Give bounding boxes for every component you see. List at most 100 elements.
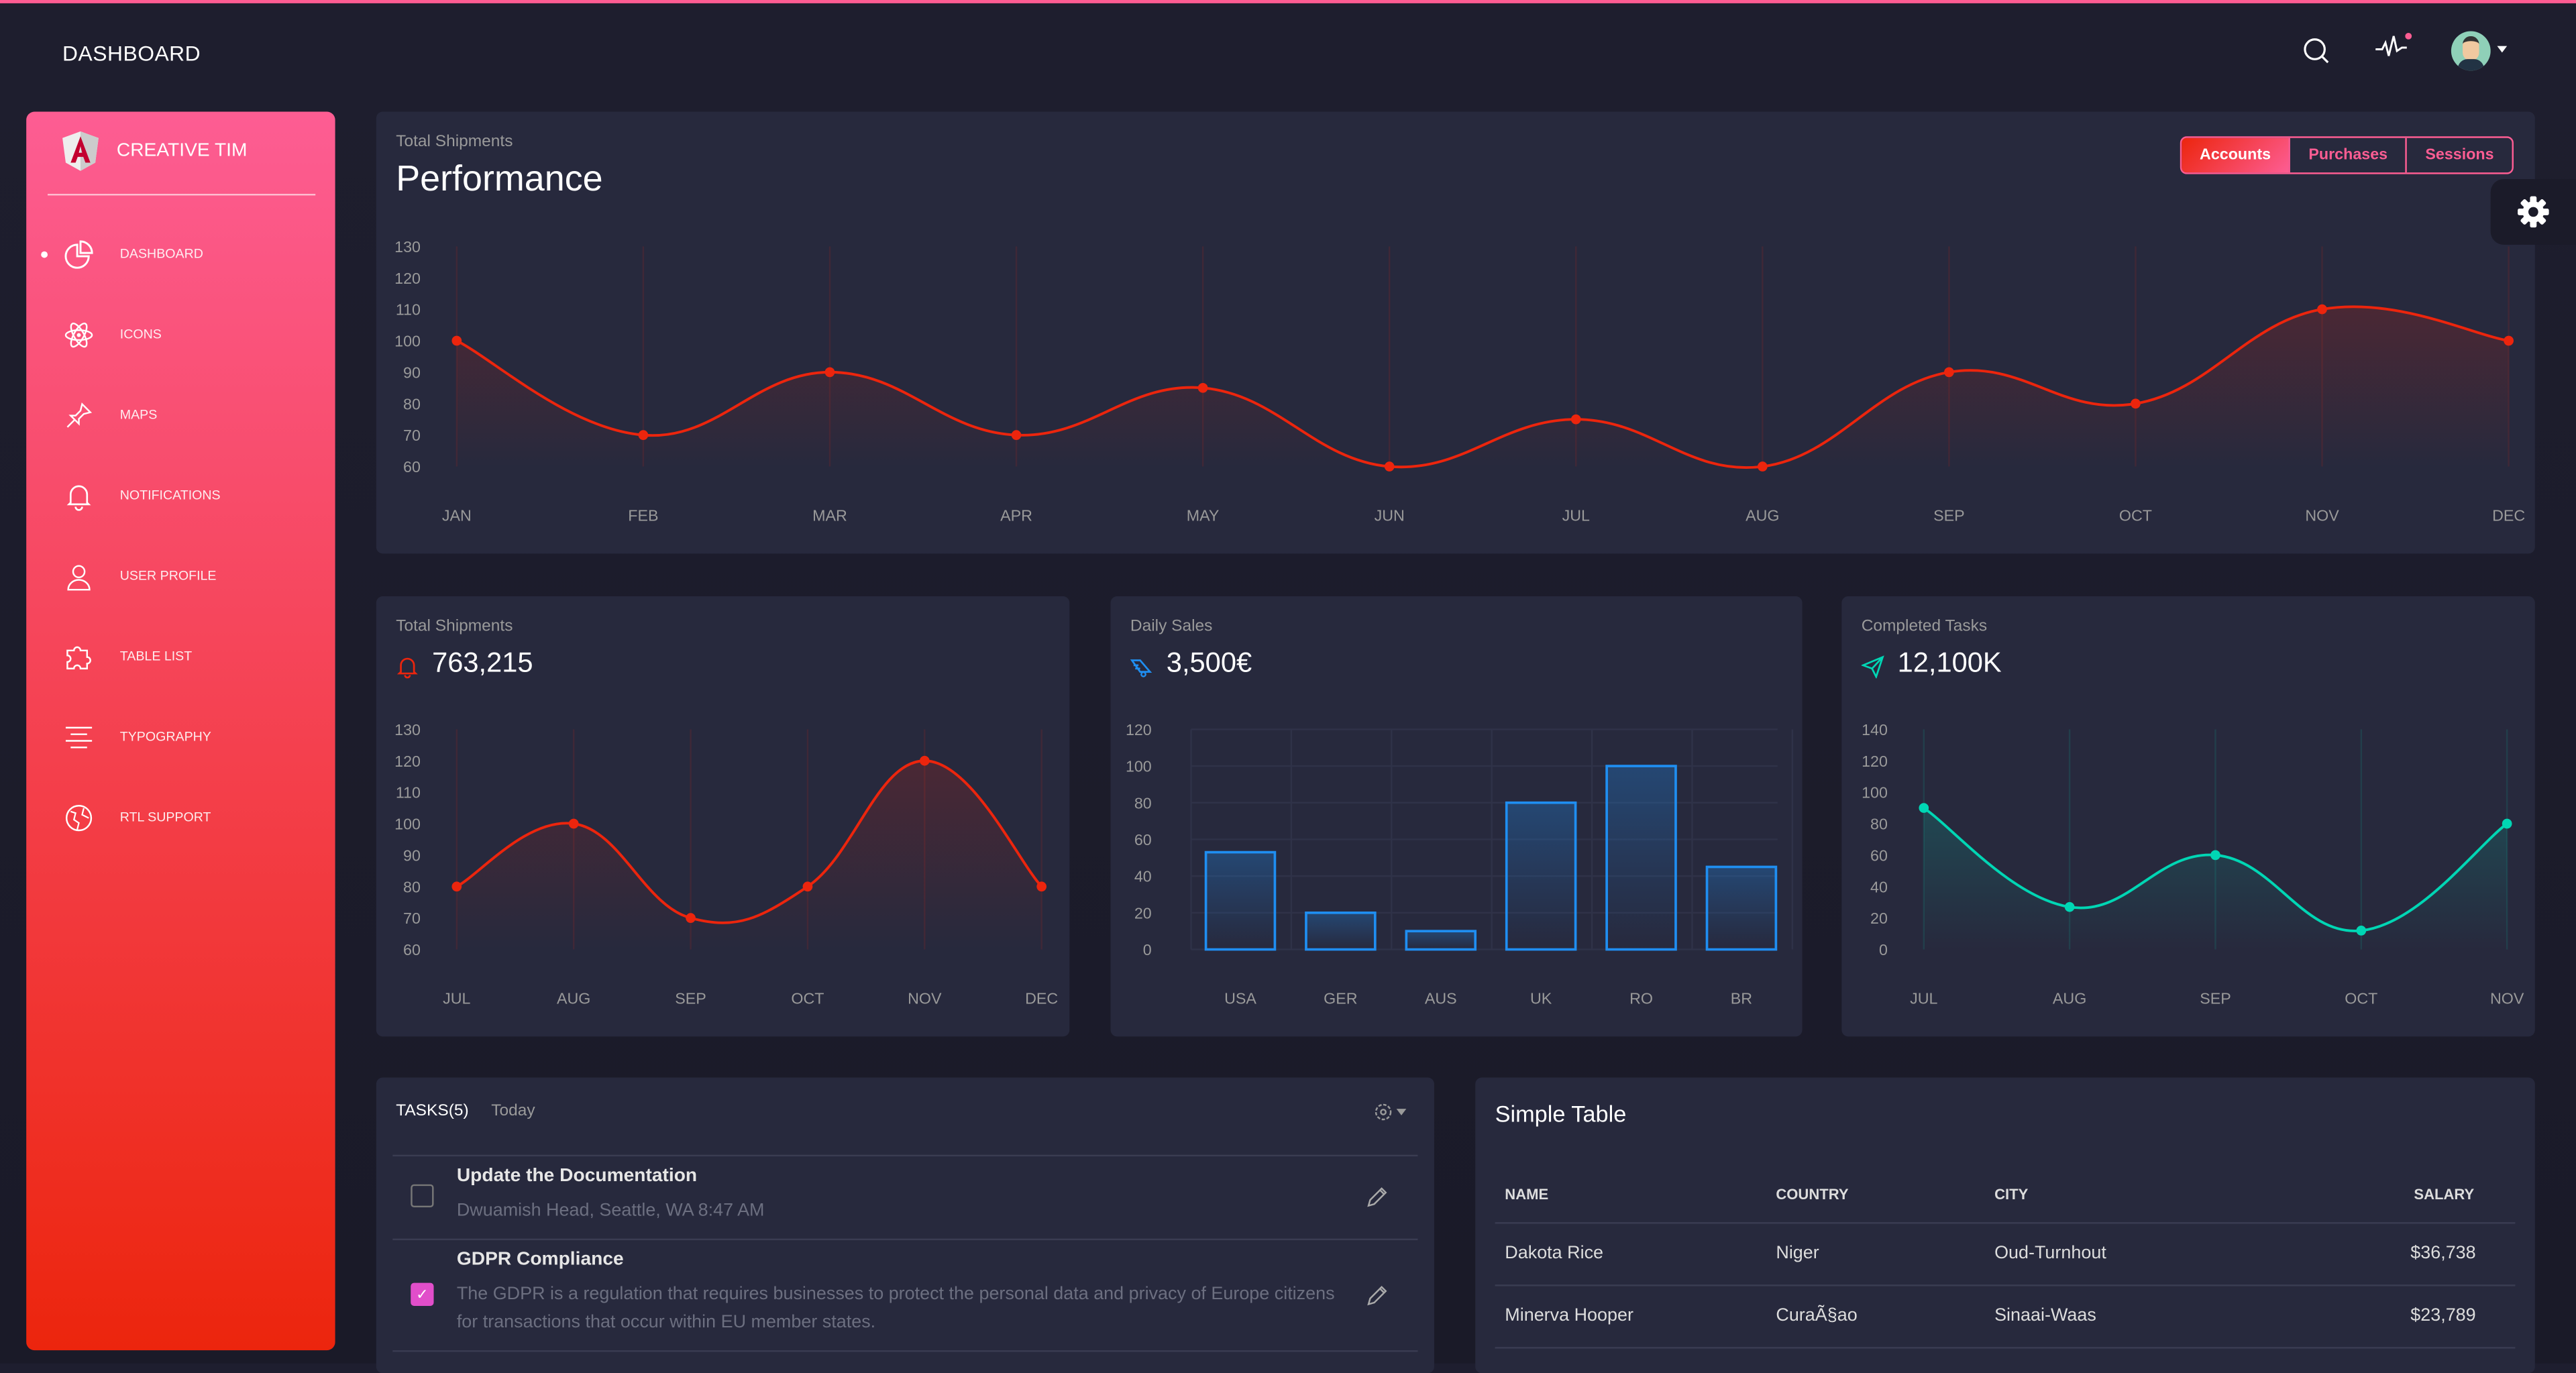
caret-down-icon[interactable] — [2497, 46, 2508, 53]
divider — [392, 1154, 1418, 1157]
y-tick-label: 0 — [1879, 941, 1888, 958]
card-title: Daily Sales — [1130, 617, 1213, 636]
sidebar-item-label: ICONS — [119, 327, 162, 342]
x-tick-label: OCT — [2345, 989, 2377, 1007]
y-tick-label: 140 — [1862, 721, 1888, 738]
cell-name: Minerva Hooper — [1505, 1305, 1633, 1326]
sidebar-item-dashboard[interactable]: DASHBOARD — [26, 230, 335, 279]
x-tick-label: SEP — [675, 989, 706, 1007]
shipments-chart: 60 70 80 90 100 110 120 130 JUL AUG SEP OCT NOV DEC — [394, 721, 1058, 1007]
task-description: Dwuamish Head, Seattle, WA 8:47 AM — [456, 1201, 765, 1221]
y-tick-label: 120 — [394, 753, 421, 770]
data-point-sep — [2210, 850, 2220, 861]
bell-icon — [66, 485, 91, 511]
data-point-aug — [1757, 461, 1768, 472]
x-tick-label: USA — [1224, 989, 1256, 1007]
y-tick-label: 110 — [396, 784, 421, 802]
search-icon[interactable] — [2302, 36, 2331, 66]
area-fill — [456, 761, 1042, 950]
card-title: Total Shipments — [396, 617, 513, 636]
y-tick-label: 100 — [1126, 758, 1152, 775]
sessions-button[interactable]: Sessions — [2406, 138, 2512, 173]
bar-ger — [1305, 911, 1377, 951]
x-tick-label: APR — [1000, 506, 1032, 524]
area-fill — [456, 307, 2509, 468]
sidebar-item-label: MAPS — [119, 407, 158, 423]
divider — [1495, 1284, 2516, 1286]
chart-pie-icon — [64, 240, 93, 269]
data-point-oct — [802, 881, 813, 892]
x-tick-label: BR — [1731, 989, 1752, 1007]
x-tick-label: JAN — [442, 506, 472, 524]
accounts-button[interactable]: Accounts — [2182, 138, 2289, 173]
avatar[interactable] — [2451, 31, 2491, 71]
task-checkbox-checked[interactable]: ✓ — [411, 1282, 434, 1306]
data-point-aug — [568, 818, 579, 829]
chart-toggle-group: Accounts Purchases Sessions — [2180, 136, 2514, 174]
card-subtitle: Total Shipments — [396, 133, 513, 152]
x-tick-label: JUL — [1910, 989, 1937, 1007]
table-title: Simple Table — [1495, 1100, 1627, 1128]
simple-table-card: Simple Table NAME COUNTRY CITY SALARY Da… — [1475, 1077, 2535, 1373]
data-point-nov — [2317, 304, 2327, 315]
sidebar-item-notifications[interactable]: NOTIFICATIONS — [26, 472, 335, 520]
series-line — [455, 759, 1043, 924]
data-point-mar — [824, 367, 835, 378]
x-tick-label: DEC — [1025, 989, 1058, 1007]
cell-city: Sinaai-Waas — [1994, 1305, 2096, 1326]
data-point-dec — [2504, 335, 2514, 346]
card-value: 12,100K — [1897, 647, 2002, 679]
sidebar-item-rtl-support[interactable]: RTL SUPPORT — [26, 793, 335, 842]
task-checkbox[interactable] — [411, 1184, 434, 1208]
y-tick-label: 80 — [403, 878, 421, 895]
column-header: SALARY — [2414, 1186, 2475, 1203]
completed-tasks-card: Completed Tasks 12,100K 0 20 40 60 80 100 120 1… — [1841, 596, 2535, 1037]
gear-dropdown-button[interactable] — [1372, 1101, 1411, 1123]
y-tick-label: 60 — [403, 941, 421, 958]
bar-usa — [1204, 850, 1277, 951]
x-tick-label: JUL — [1562, 506, 1590, 524]
active-indicator — [41, 251, 48, 258]
data-point-aug — [2064, 901, 2075, 912]
edit-pencil-icon[interactable] — [1365, 1186, 1388, 1209]
cell-name: Dakota Rice — [1505, 1243, 1604, 1264]
task-title: Update the Documentation — [456, 1166, 698, 1187]
y-tick-label: 100 — [394, 816, 421, 833]
sidebar-item-typography[interactable]: TYPOGRAPHY — [26, 713, 335, 762]
bell-icon — [396, 657, 418, 679]
sidebar-item-label: RTL SUPPORT — [119, 810, 211, 825]
purchases-button[interactable]: Purchases — [2288, 138, 2406, 173]
edit-pencil-icon[interactable] — [1365, 1284, 1388, 1307]
brand-name: CREATIVE TIM — [116, 141, 248, 162]
sidebar-item-user-profile[interactable]: USER PROFILE — [26, 552, 335, 601]
task-description: The GDPR is a regulation that requires b… — [456, 1284, 1335, 1333]
x-tick-label: OCT — [791, 989, 824, 1007]
sidebar-item-label: DASHBOARD — [119, 246, 203, 262]
sidebar-item-maps[interactable]: MAPS — [26, 391, 335, 440]
bar-aus — [1405, 930, 1477, 951]
pin-icon — [66, 402, 93, 428]
sidebar-item-table-list[interactable]: TABLE LIST — [26, 633, 335, 681]
align-center-icon — [65, 726, 93, 749]
x-tick-label: AUG — [2053, 989, 2086, 1007]
y-tick-label: 0 — [1143, 941, 1152, 958]
x-tick-label: OCT — [2119, 506, 2152, 524]
y-tick-label: 120 — [394, 270, 421, 287]
bar-ro — [1605, 765, 1677, 951]
y-tick-label: 100 — [1862, 784, 1888, 802]
sidebar-item-icons[interactable]: ICONS — [26, 311, 335, 360]
pulse-icon[interactable] — [2374, 30, 2414, 62]
cell-salary: $36,738 — [2410, 1243, 2476, 1264]
sidebar-item-label: USER PROFILE — [119, 568, 217, 584]
y-tick-label: 80 — [1870, 816, 1888, 833]
card-value: 763,215 — [432, 647, 533, 679]
x-tick-label: AUG — [557, 989, 590, 1007]
sidebar-item-label: TYPOGRAPHY — [119, 729, 211, 745]
x-tick-label: DEC — [2492, 506, 2525, 524]
settings-fixed-button[interactable] — [2490, 178, 2576, 245]
tasks-subtitle: Today — [491, 1102, 535, 1121]
cell-country: CuraÃ§ao — [1776, 1305, 1858, 1326]
y-tick-label: 100 — [394, 333, 421, 350]
angular-logo — [62, 131, 99, 171]
x-tick-label: SEP — [2200, 989, 2231, 1007]
